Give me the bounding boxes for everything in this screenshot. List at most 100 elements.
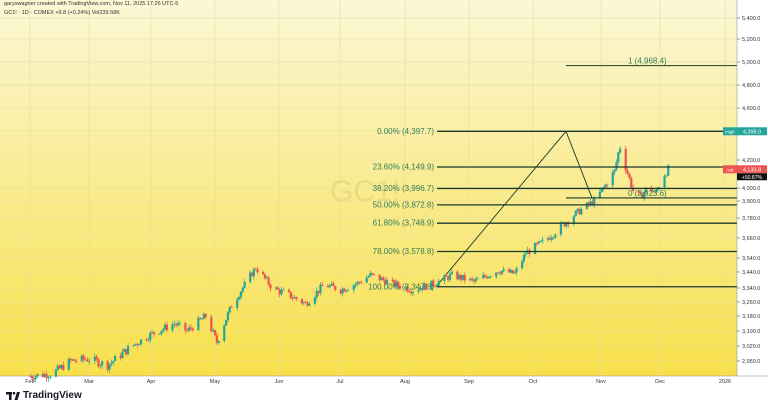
candle-body	[176, 323, 180, 326]
tradingview-wordmark: TradingView	[23, 390, 82, 401]
candle-body	[321, 284, 324, 287]
symbol-legend[interactable]: GC1! · 1D · COMEX +9.8 (+0.24%) Vol239.5…	[4, 10, 120, 16]
candle-body	[509, 270, 513, 273]
candle-body	[398, 285, 402, 289]
candle-body	[474, 278, 477, 282]
time-axis-label: Oct	[529, 379, 538, 385]
candle-body	[215, 335, 218, 343]
candle-body	[313, 297, 316, 304]
fib-level-label: 38.20% (3,996.7)	[373, 184, 435, 193]
candle-body	[419, 288, 422, 291]
candle-body	[352, 285, 355, 290]
symbol-watermark: GC1!	[330, 175, 400, 208]
candle-body	[593, 197, 596, 206]
price-axis-label: 5,400.0	[742, 16, 760, 22]
candle-body	[99, 365, 102, 367]
candle-body	[630, 177, 633, 188]
price-axis-label: 5,000.0	[742, 60, 760, 66]
candle-body	[559, 222, 563, 235]
candle-body	[237, 297, 241, 300]
candle-body	[60, 365, 63, 369]
candle-body	[496, 272, 500, 274]
candle-body	[613, 169, 616, 173]
candle-body	[88, 360, 91, 362]
time-axis-label: Nov	[596, 379, 606, 385]
candle-body	[600, 188, 603, 192]
candle-body	[82, 355, 85, 360]
candle-body	[317, 290, 320, 293]
candle-body	[341, 288, 344, 294]
candle-body	[447, 276, 450, 280]
tradingview-logo[interactable]: TradingView	[6, 390, 82, 401]
price-axis-label: 3,100.0	[742, 329, 760, 335]
price-axis-label: 3,540.0	[742, 256, 760, 262]
candle-body	[585, 202, 588, 209]
candle-body	[550, 237, 553, 240]
tradingview-logo-icon	[6, 391, 20, 400]
candle-body	[574, 210, 577, 217]
candle-body	[145, 339, 148, 341]
candle-body	[101, 361, 104, 366]
high-price-value: 4,398.0	[743, 129, 761, 135]
time-axis-background	[0, 376, 768, 388]
last-price-tag	[737, 165, 767, 174]
fib-level-label: 100.00% (3,347.8)	[368, 282, 434, 291]
candle-body	[67, 358, 70, 370]
candle-body	[204, 313, 207, 317]
candle-body	[643, 192, 646, 198]
candle-body	[199, 317, 202, 320]
candle-body	[56, 365, 59, 370]
candle-body	[280, 289, 283, 295]
candle-body	[667, 165, 670, 176]
candle-body	[32, 378, 35, 380]
fibonacci-retracement[interactable]: 0.00% (4,397.7) 23.60% (4,149.9) 38.20% (3…	[368, 127, 737, 291]
candle-body	[424, 283, 427, 290]
candle-body	[132, 344, 135, 346]
footer-bar: TradingView	[0, 388, 768, 407]
fib-level-label: 61.80% (3,748.9)	[373, 219, 435, 228]
trendline-up[interactable]	[435, 131, 567, 288]
candle-body	[223, 325, 226, 341]
trendline-down[interactable]	[565, 131, 593, 199]
candle-body	[380, 277, 383, 281]
candle-body	[393, 279, 396, 287]
price-axis-label: 3,180.0	[742, 314, 760, 320]
swing-trendlines[interactable]	[435, 131, 593, 288]
candle-body	[112, 361, 115, 363]
candle-body	[330, 283, 333, 286]
candle-body	[435, 285, 439, 287]
time-axis-label: Mar	[84, 379, 94, 385]
candle-body	[43, 374, 46, 378]
candle-body	[650, 187, 653, 192]
candle-body	[432, 280, 435, 286]
candle-body	[535, 243, 538, 244]
candle-body	[41, 373, 45, 378]
candle-body	[126, 345, 130, 355]
last-tag-label-box	[723, 165, 737, 174]
fib-level-label: 50.00% (3,872.8)	[373, 200, 435, 209]
candle-body	[500, 271, 503, 274]
candle-body	[265, 277, 268, 279]
candle-body	[611, 172, 614, 186]
candle-body	[119, 355, 122, 358]
candle-body	[615, 162, 618, 170]
candle-body	[619, 148, 622, 153]
candle-body	[654, 191, 657, 193]
fib-level-label: 0.00% (4,397.7)	[377, 127, 434, 136]
fibonacci-extension[interactable]: 1 (4,968.4) 0 (3,923.6)	[566, 57, 737, 199]
candle-body	[408, 291, 411, 293]
price-tags: High 4,398.0 Ask 4,133.8 +50.87%	[723, 127, 767, 181]
last-tag-label: Ask	[726, 167, 734, 172]
candle-body	[139, 339, 143, 345]
time-axis[interactable]: Feb Mar Apr May Jun Jul Aug Sep Oct Nov Dec 2026	[0, 375, 768, 385]
price-axis-label: 3,440.0	[742, 270, 760, 276]
candle-body	[110, 362, 113, 365]
candle-body	[114, 355, 117, 362]
candle-body	[422, 283, 426, 290]
candle-body	[62, 365, 65, 370]
candle-body	[236, 299, 239, 308]
price-axis[interactable]: 5,400.05,200.05,000.04,800.04,600.04,400…	[736, 0, 760, 376]
price-chart[interactable]: GC1! 0.00% (4,397.7) 23.60% (4,149.9) 38.2…	[0, 0, 768, 388]
candle-body	[95, 356, 98, 360]
candle-body	[315, 290, 318, 298]
